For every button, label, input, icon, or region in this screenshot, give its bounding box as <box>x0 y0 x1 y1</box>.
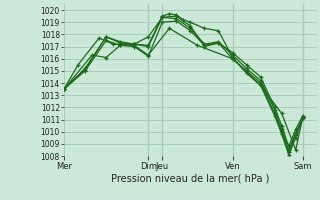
X-axis label: Pression niveau de la mer( hPa ): Pression niveau de la mer( hPa ) <box>111 173 269 183</box>
